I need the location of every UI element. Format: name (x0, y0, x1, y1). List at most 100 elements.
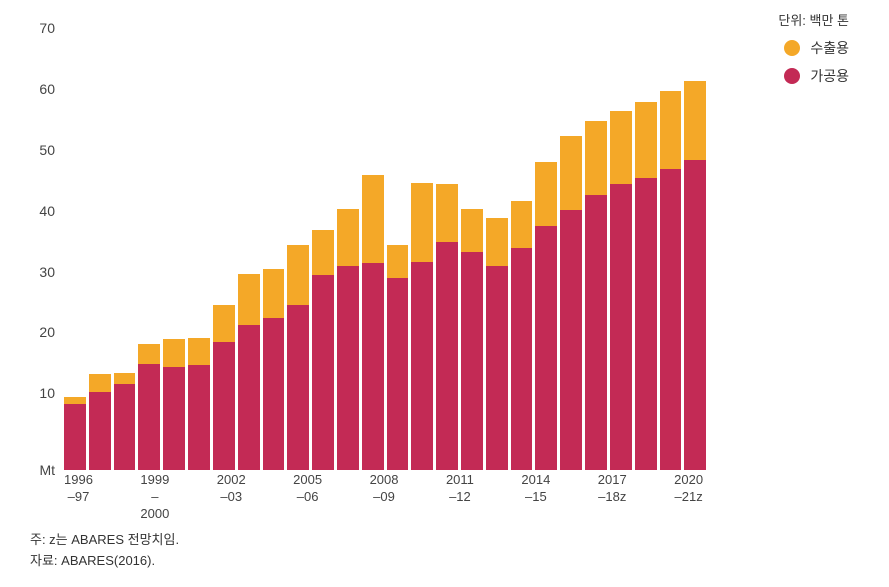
bar-segment-export (138, 344, 160, 363)
bar-column (213, 20, 235, 470)
bar-segment-export (461, 209, 483, 253)
bar-segment-processing (411, 262, 433, 470)
ytick: 40 (20, 203, 55, 219)
x-tick-label: 1999 –2000 (140, 472, 169, 522)
bar-segment-processing (585, 195, 607, 470)
bar-column (238, 20, 260, 470)
legend: 수출용 가공용 (784, 38, 849, 94)
ytick: 30 (20, 264, 55, 280)
bar-segment-processing (213, 342, 235, 470)
bar-segment-export (635, 102, 657, 178)
bar-column (461, 20, 483, 470)
bar-segment-export (684, 81, 706, 160)
bar-column (312, 20, 334, 470)
bar-segment-export (511, 201, 533, 248)
x-tick-label (499, 472, 518, 522)
bar-segment-processing (163, 367, 185, 470)
x-tick-label (195, 472, 214, 522)
bar-column (287, 20, 309, 470)
ytick: 70 (20, 20, 55, 36)
bar-column (560, 20, 582, 470)
bar-column (188, 20, 210, 470)
bar-segment-processing (535, 226, 557, 470)
x-tick-label (576, 472, 595, 522)
bar-segment-processing (263, 318, 285, 470)
bar-column (411, 20, 433, 470)
footnote-line1: 주: z는 ABARES 전망치임. (30, 530, 179, 551)
x-tick-label (477, 472, 496, 522)
bar-segment-export (585, 121, 607, 195)
bar-segment-processing (635, 178, 657, 470)
bar-segment-export (89, 374, 111, 392)
bar-segment-processing (238, 325, 260, 470)
bar-segment-processing (436, 242, 458, 470)
x-tick-label: 1996 –97 (64, 472, 93, 522)
bar-column (585, 20, 607, 470)
bar-column (660, 20, 682, 470)
bar-segment-processing (114, 384, 136, 470)
bar-segment-processing (138, 364, 160, 470)
x-axis: 1996 –971999 –20002002 –032005 –062008 –… (60, 472, 710, 522)
bar-segment-export (163, 339, 185, 366)
y-axis-unit: Mt (20, 462, 55, 478)
bar-column (114, 20, 136, 470)
bar-column (89, 20, 111, 470)
footnote-line2: 자료: ABARES(2016). (30, 551, 179, 572)
bar-segment-export (486, 218, 508, 267)
x-tick-label (401, 472, 420, 522)
bar-segment-processing (287, 305, 309, 470)
bar-segment-export (411, 183, 433, 262)
legend-item-processing: 가공용 (784, 66, 849, 86)
x-tick-label (347, 472, 366, 522)
bar-segment-processing (511, 248, 533, 470)
legend-label-processing: 가공용 (810, 66, 849, 86)
bar-segment-processing (486, 266, 508, 470)
bar-segment-processing (89, 392, 111, 470)
x-tick-label (652, 472, 671, 522)
x-tick-label: 2008 –09 (370, 472, 399, 522)
bar-segment-processing (610, 184, 632, 470)
x-tick-label (553, 472, 572, 522)
x-tick-label (172, 472, 191, 522)
bar-segment-processing (387, 278, 409, 470)
legend-label-export: 수출용 (810, 38, 849, 58)
bar-column (263, 20, 285, 470)
bar-segment-processing (684, 160, 706, 470)
x-tick-label: 2014 –15 (521, 472, 550, 522)
bar-segment-export (535, 162, 557, 226)
bar-segment-processing (312, 275, 334, 470)
bar-segment-export (64, 397, 86, 404)
bar-segment-export (362, 175, 384, 263)
bar-segment-export (660, 91, 682, 169)
bar-segment-processing (188, 365, 210, 470)
bar-column (337, 20, 359, 470)
bar-segment-processing (337, 266, 359, 470)
bar-column (387, 20, 409, 470)
bar-column (684, 20, 706, 470)
bar-column (486, 20, 508, 470)
legend-swatch-processing (784, 68, 800, 84)
bar-column (436, 20, 458, 470)
chart-plot-area: 10203040506070Mt (60, 20, 710, 470)
x-tick-label: 2002 –03 (217, 472, 246, 522)
bar-column (163, 20, 185, 470)
x-tick-label (325, 472, 344, 522)
bar-segment-export (560, 136, 582, 210)
x-tick-label: 2020 –21z (674, 472, 703, 522)
bar-column (535, 20, 557, 470)
legend-swatch-export (784, 40, 800, 56)
ytick: 50 (20, 142, 55, 158)
bar-segment-export (287, 245, 309, 305)
bar-segment-export (337, 209, 359, 267)
bar-segment-export (213, 305, 235, 343)
ytick: 60 (20, 81, 55, 97)
footnotes: 주: z는 ABARES 전망치임. 자료: ABARES(2016). (30, 530, 179, 572)
bar-column (635, 20, 657, 470)
bar-segment-processing (560, 210, 582, 470)
bar-segment-processing (461, 252, 483, 470)
bars-container (60, 20, 710, 470)
bar-segment-export (263, 269, 285, 318)
bar-segment-processing (362, 263, 384, 470)
x-tick-label (118, 472, 137, 522)
bar-segment-export (610, 111, 632, 184)
